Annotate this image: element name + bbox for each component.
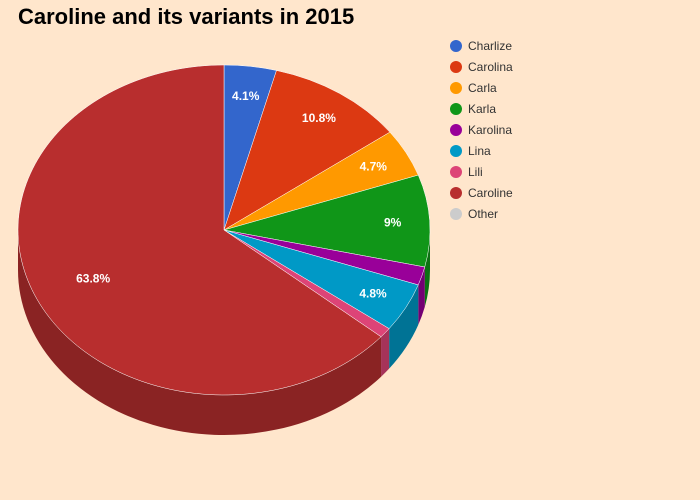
legend-item-karla[interactable]: Karla bbox=[450, 98, 513, 119]
pie-side-caroline bbox=[18, 230, 382, 435]
legend-item-charlize[interactable]: Charlize bbox=[450, 35, 513, 56]
legend-label: Lina bbox=[468, 143, 491, 158]
legend-swatch bbox=[450, 102, 462, 115]
legend-swatch bbox=[450, 186, 462, 199]
slice-label-lina: 4.8% bbox=[359, 287, 387, 301]
legend-item-caroline[interactable]: Caroline bbox=[450, 182, 513, 203]
legend-swatch bbox=[450, 60, 462, 73]
legend-label: Karla bbox=[468, 101, 497, 116]
legend-label: Charlize bbox=[468, 38, 513, 53]
legend-item-lili[interactable]: Lili bbox=[450, 161, 513, 182]
legend-item-carla[interactable]: Carla bbox=[450, 77, 513, 98]
chart-title: Caroline and its variants in 2015 bbox=[18, 4, 355, 29]
legend-label: Lili bbox=[468, 164, 483, 179]
legend-label: Carla bbox=[468, 80, 497, 95]
legend-swatch bbox=[450, 165, 462, 178]
legend-item-lina[interactable]: Lina bbox=[450, 140, 513, 161]
legend-swatch bbox=[450, 123, 462, 136]
legend-label: Carolina bbox=[468, 59, 513, 74]
legend-swatch bbox=[450, 144, 462, 157]
pie-side-lili bbox=[381, 328, 390, 377]
pie-slice-karla[interactable] bbox=[223, 174, 431, 268]
slice-label-caroline: 63.8% bbox=[76, 272, 110, 286]
legend-label: Other bbox=[468, 206, 499, 221]
legend-item-other[interactable]: Other bbox=[450, 203, 513, 224]
legend-item-karolina[interactable]: Karolina bbox=[450, 119, 513, 140]
chart-legend: Charlize Carolina Carla Karla Karolina Lina Li… bbox=[450, 35, 513, 224]
pie-slice-carolina[interactable] bbox=[223, 70, 391, 231]
slice-label-karla: 9% bbox=[384, 215, 402, 229]
legend-swatch bbox=[450, 39, 462, 52]
pie-side-lina bbox=[389, 284, 419, 369]
legend-swatch bbox=[450, 207, 462, 220]
slice-label-carolina: 10.8% bbox=[302, 111, 336, 125]
legend-item-carolina[interactable]: Carolina bbox=[450, 56, 513, 77]
legend-label: Karolina bbox=[468, 122, 513, 137]
slice-label-charlize: 4.1% bbox=[232, 89, 260, 103]
legend-label: Caroline bbox=[468, 185, 513, 200]
legend-swatch bbox=[450, 81, 462, 94]
slice-label-carla: 4.7% bbox=[360, 160, 388, 174]
pie-slice-caroline[interactable] bbox=[17, 64, 382, 396]
